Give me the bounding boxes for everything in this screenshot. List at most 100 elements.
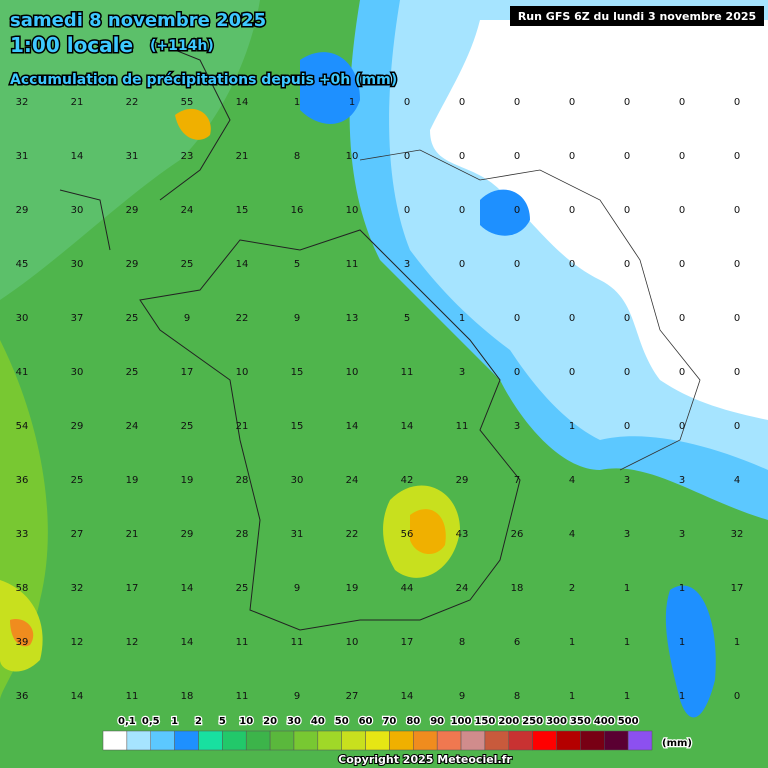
legend-label: 350 (570, 716, 591, 727)
precip-value: 1 (569, 421, 575, 432)
precip-value: 8 (514, 691, 520, 702)
precip-value: 7 (514, 475, 520, 486)
precip-value: 21 (126, 529, 139, 540)
precip-value: 21 (236, 421, 249, 432)
precip-value: 14 (71, 691, 84, 702)
precip-value: 27 (71, 529, 84, 540)
precip-value: 15 (291, 367, 304, 378)
precip-value: 1 (624, 691, 630, 702)
precip-value: 16 (291, 205, 304, 216)
legend-label: 1 (171, 716, 178, 727)
legend-label: 80 (406, 716, 420, 727)
precip-value: 15 (291, 421, 304, 432)
legend-swatch (102, 730, 128, 751)
legend-swatch (317, 730, 342, 751)
precip-value: 19 (126, 475, 139, 486)
heavy-blue (665, 585, 716, 718)
precip-value: 29 (456, 475, 469, 486)
precip-value: 0 (679, 313, 685, 324)
precip-value: 0 (459, 259, 465, 270)
precip-value: 0 (569, 97, 575, 108)
precip-value: 24 (456, 583, 469, 594)
precip-value: 11 (291, 637, 304, 648)
legend-label: 0,1 (118, 716, 136, 727)
precip-value: 17 (181, 367, 194, 378)
precip-value: 11 (401, 367, 414, 378)
legend-label: 500 (618, 716, 639, 727)
precip-value: 29 (16, 205, 29, 216)
precip-value: 54 (16, 421, 29, 432)
precip-value: 9 (294, 313, 300, 324)
legend-swatch (293, 730, 319, 751)
legend: 0,1 0,5 1 2 5 10 20 30 40 50 60 70 80 90 100 150 200 250 3… (102, 715, 653, 751)
precip-value: 0 (459, 205, 465, 216)
precip-value: 18 (511, 583, 524, 594)
precip-value: 30 (71, 205, 84, 216)
offset: (+114h) (150, 38, 214, 54)
legend-label: 100 (451, 716, 472, 727)
legend-label: 40 (311, 716, 325, 727)
precip-value: 0 (624, 421, 630, 432)
wet-core (10, 619, 34, 647)
legend-label: 200 (498, 716, 519, 727)
precip-value: 0 (514, 313, 520, 324)
precip-value: 25 (126, 313, 139, 324)
precip-value: 25 (236, 583, 249, 594)
precip-value: 1 (294, 97, 300, 108)
legend-swatch (413, 730, 438, 751)
precip-value: 24 (346, 475, 359, 486)
precip-value: 0 (734, 205, 740, 216)
precip-value: 2 (569, 583, 575, 594)
legend-label: 10 (239, 716, 253, 727)
legend-label: 2 (195, 716, 202, 727)
precip-value: 25 (71, 475, 84, 486)
legend-swatch (436, 730, 462, 751)
precip-value: 1 (459, 313, 465, 324)
precip-value: 0 (734, 259, 740, 270)
precip-value: 0 (679, 259, 685, 270)
precip-value: 5 (404, 313, 410, 324)
precip-value: 14 (401, 691, 414, 702)
precip-value: 31 (16, 151, 29, 162)
legend-label: 5 (219, 716, 226, 727)
precip-value: 12 (71, 637, 84, 648)
precip-value: 37 (71, 313, 84, 324)
precip-value: 13 (346, 313, 359, 324)
precip-value: 12 (126, 637, 139, 648)
precip-value: 0 (734, 367, 740, 378)
precip-value: 36 (16, 475, 29, 486)
precip-value: 24 (126, 421, 139, 432)
precip-value: 0 (679, 367, 685, 378)
precip-value: 10 (346, 205, 359, 216)
precip-value: 32 (731, 529, 744, 540)
precip-value: 4 (734, 475, 740, 486)
precip-value: 19 (346, 583, 359, 594)
legend-label: 90 (430, 716, 444, 727)
precip-value: 10 (346, 367, 359, 378)
precip-value: 11 (236, 691, 249, 702)
precip-value: 0 (734, 313, 740, 324)
precip-value: 0 (569, 259, 575, 270)
legend-swatch (245, 730, 271, 751)
precip-value: 10 (236, 367, 249, 378)
coastline (59, 39, 231, 251)
precip-value: 0 (569, 313, 575, 324)
precip-value: 3 (514, 421, 520, 432)
precip-value: 43 (456, 529, 469, 540)
precip-value: 0 (679, 421, 685, 432)
legend-label: 250 (522, 716, 543, 727)
precip-value: 3 (459, 367, 465, 378)
precip-value: 0 (514, 259, 520, 270)
precip-value: 14 (181, 637, 194, 648)
precip-value: 0 (624, 313, 630, 324)
precip-value: 25 (181, 259, 194, 270)
heavy-blue (480, 189, 530, 236)
legend-label: 70 (382, 716, 396, 727)
precip-value: 0 (569, 367, 575, 378)
legend-label: 0,5 (142, 716, 160, 727)
precip-value: 25 (126, 367, 139, 378)
precip-value: 29 (181, 529, 194, 540)
precip-value: 31 (126, 151, 139, 162)
precip-value: 0 (514, 367, 520, 378)
